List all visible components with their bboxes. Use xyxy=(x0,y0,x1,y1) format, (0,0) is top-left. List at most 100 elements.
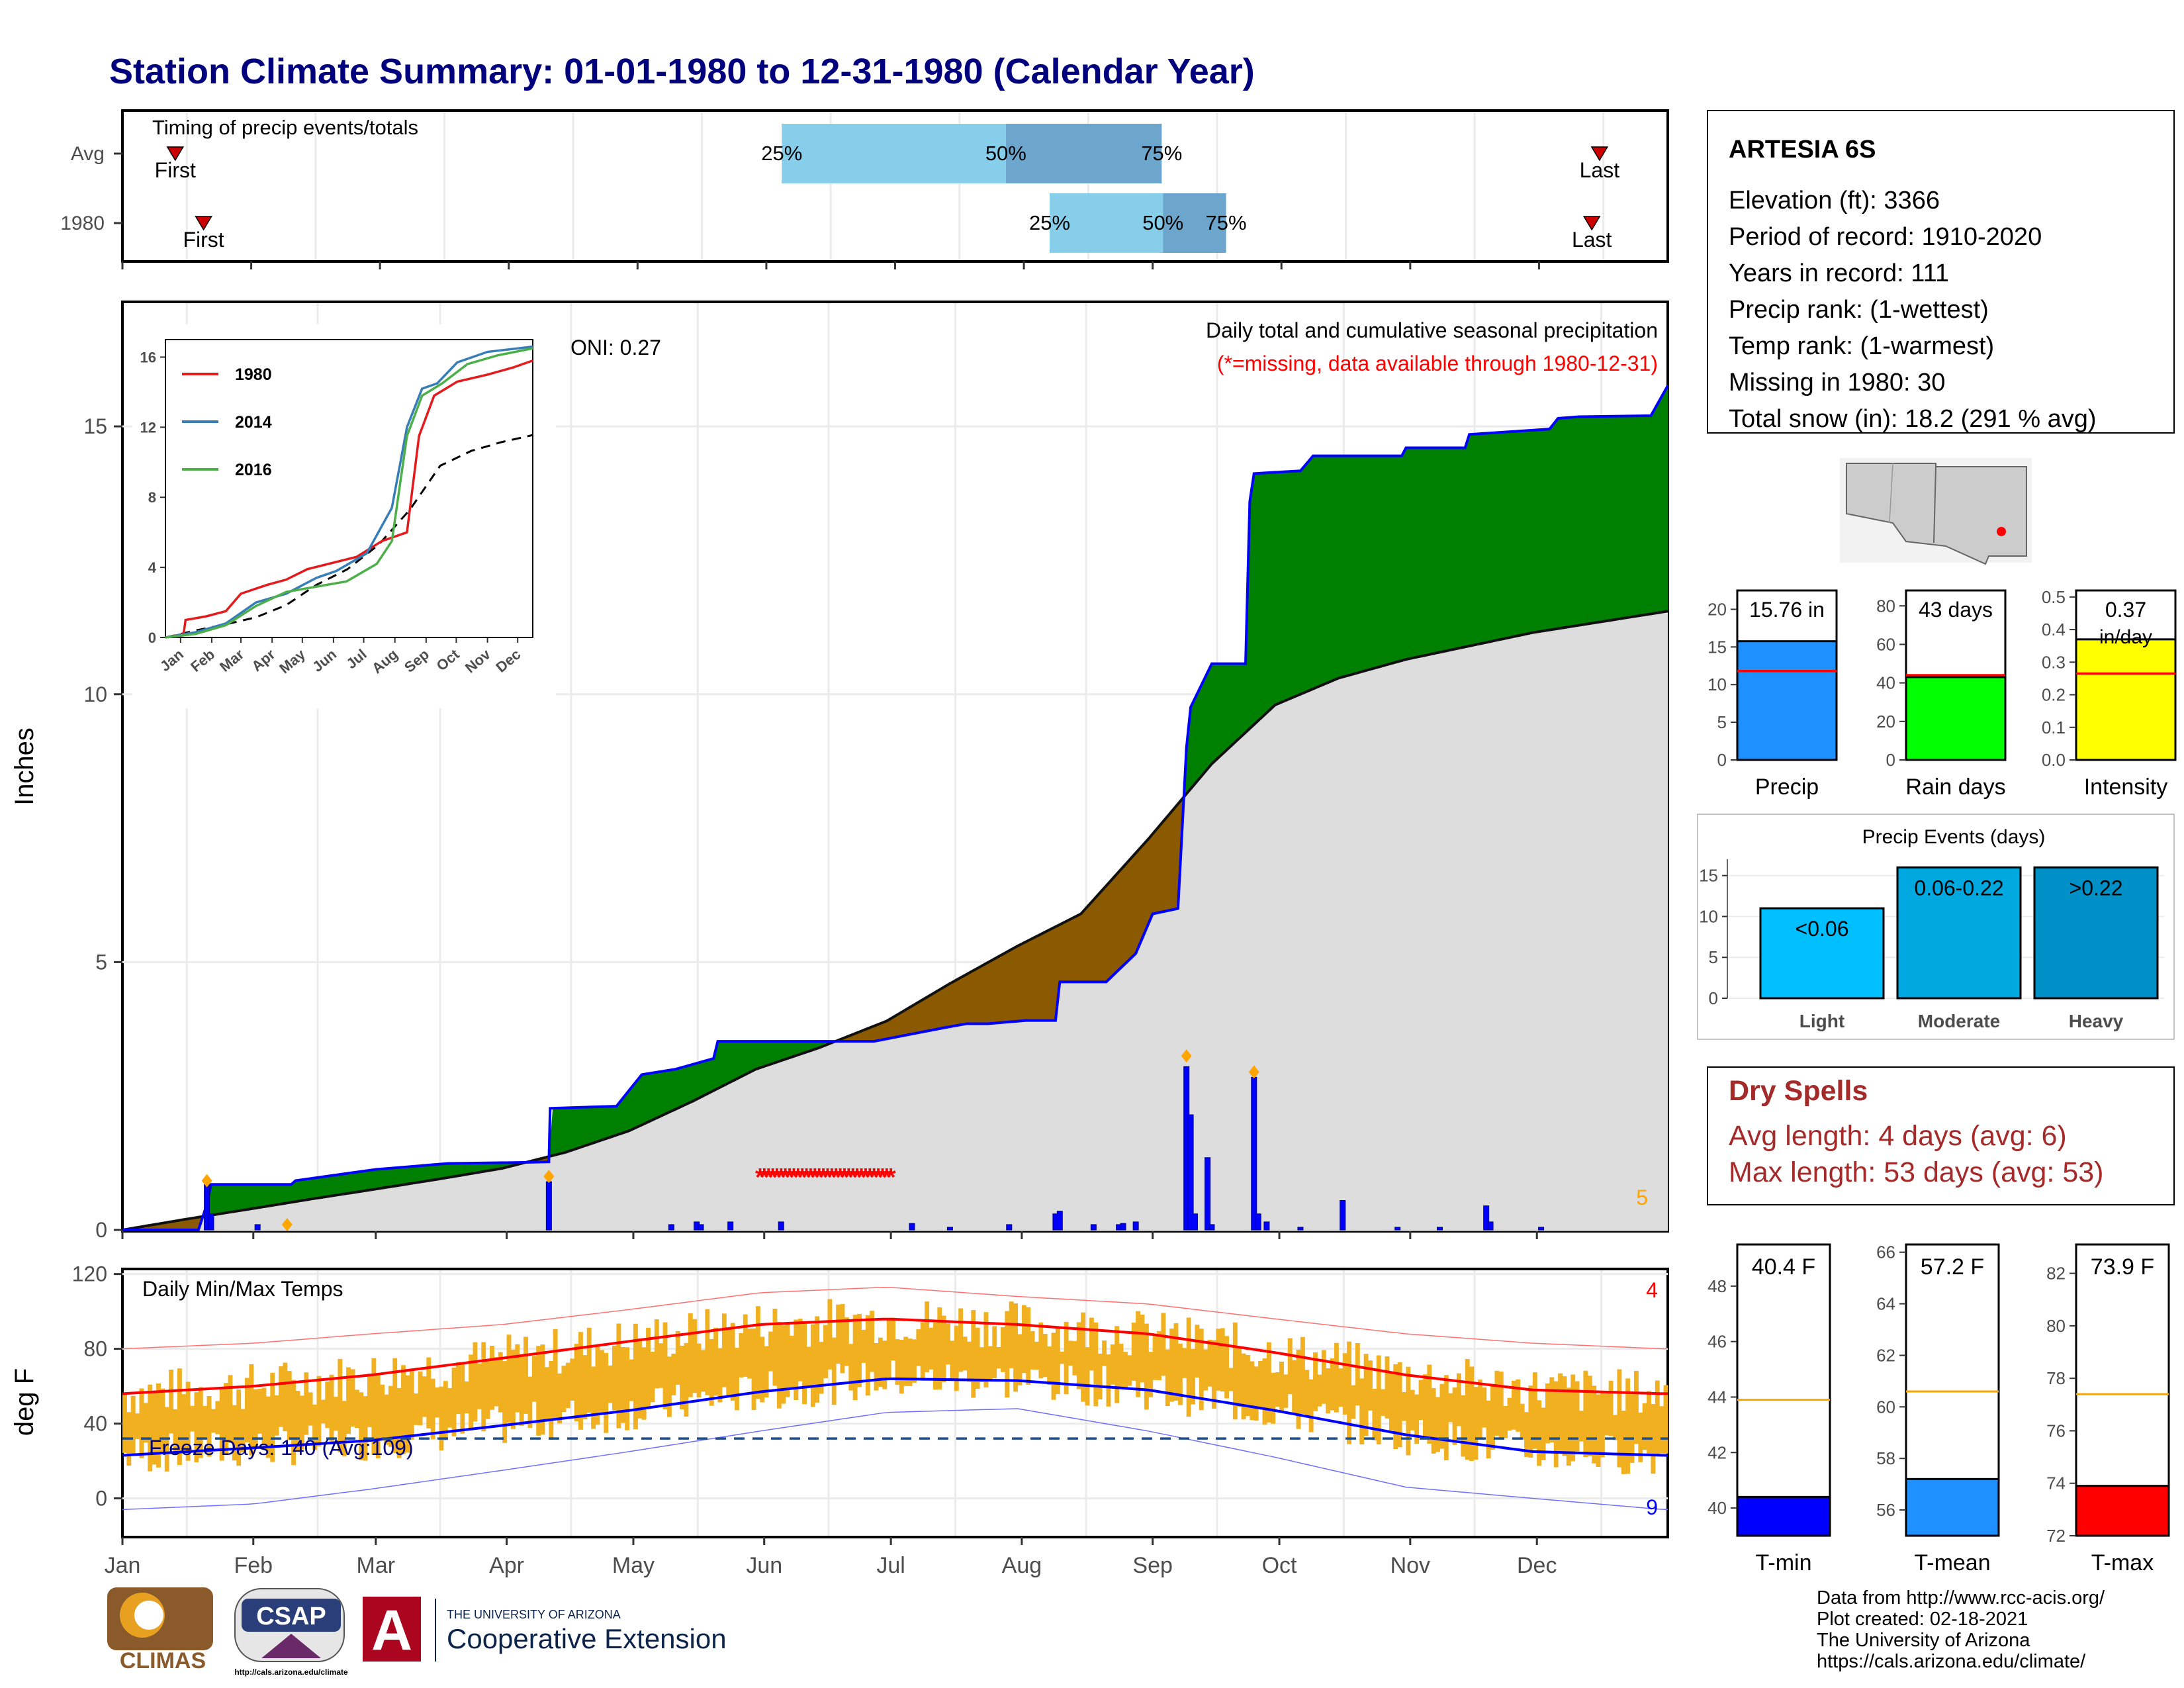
record-high-count: 4 xyxy=(1646,1278,1658,1302)
above-average-fill xyxy=(1591,416,1597,624)
daily-temp-range-bar xyxy=(1351,1385,1356,1419)
timing-last-marker xyxy=(1582,216,1601,231)
above-average-fill xyxy=(1612,416,1617,621)
above-average-fill xyxy=(1621,416,1626,620)
above-average-fill xyxy=(210,1184,216,1216)
map-state-border xyxy=(1933,466,1936,543)
daily-temp-range-bar xyxy=(1152,1334,1158,1380)
daily-temp-range-bar xyxy=(531,1356,537,1402)
daily-temp-range-bar xyxy=(1541,1407,1546,1460)
daily-temp-range-bar xyxy=(464,1381,469,1414)
daily-precip-bar xyxy=(1056,1211,1063,1231)
daily-temp-range-bar xyxy=(469,1354,474,1430)
daily-precip-bar xyxy=(1263,1221,1270,1231)
precip-events-title: Precip Events (days) xyxy=(1862,826,2046,848)
temp-summary-value: 73.9 F xyxy=(2091,1254,2154,1280)
temperature-panel: 0 40 80 120 Daily Min/Max Temps Freeze Days… xyxy=(10,1262,1669,1538)
inset-legend-label: 2016 xyxy=(235,461,272,479)
above-average-fill xyxy=(1304,459,1310,693)
precip-summary-tick-label: 0 xyxy=(1717,750,1727,770)
below-average-fill xyxy=(970,968,976,1024)
above-average-fill xyxy=(1578,416,1584,626)
daily-temp-range-bar xyxy=(713,1327,719,1396)
daily-temp-range-bar xyxy=(1177,1343,1183,1405)
missing-data-marker: * xyxy=(852,1164,862,1192)
daily-temp-range-bar xyxy=(620,1346,625,1423)
temp-summary-label: T-max xyxy=(2091,1550,2154,1575)
above-average-fill xyxy=(253,1184,258,1209)
below-average-fill xyxy=(983,962,989,1024)
above-average-fill xyxy=(1582,416,1588,626)
dry-spells-avg: Avg length: 4 days (avg: 6) xyxy=(1729,1120,2067,1152)
above-average-fill xyxy=(1473,433,1479,646)
university-logo: A THE UNIVERSITY OF ARIZONA Cooperative … xyxy=(363,1597,727,1662)
daily-temp-range-bar xyxy=(460,1362,465,1434)
above-average-fill xyxy=(1553,417,1559,630)
precip-summary-bar xyxy=(2075,638,2177,761)
above-average-fill xyxy=(629,1084,634,1132)
temp-summary-tick-label: 58 xyxy=(1876,1448,1895,1468)
daily-temp-range-bar xyxy=(979,1347,984,1382)
daily-temp-range-bar xyxy=(1097,1353,1103,1399)
above-average-fill xyxy=(443,1163,448,1179)
above-average-fill xyxy=(1426,447,1432,656)
daily-temp-range-bar xyxy=(291,1380,296,1466)
daily-temp-range-bar xyxy=(1250,1361,1255,1421)
daily-temp-range-bar xyxy=(709,1338,714,1406)
temp-summary-tick-label: 40 xyxy=(1707,1498,1727,1518)
daily-temp-range-bar xyxy=(190,1405,195,1432)
ua-logo-block xyxy=(363,1597,421,1662)
daily-temp-range-bar xyxy=(625,1347,630,1430)
above-average-fill xyxy=(747,1041,752,1074)
temp-y-tick-label: 0 xyxy=(95,1487,107,1511)
station-line-temp-rank: Temp rank: (1-warmest) xyxy=(1729,332,1994,360)
above-average-fill xyxy=(1655,399,1660,614)
above-average-fill xyxy=(345,1172,351,1194)
footer-credits: Data from http://www.rcc-acis.org/ Plot … xyxy=(1817,1587,2105,1672)
daily-temp-range-bar xyxy=(1579,1411,1584,1442)
daily-temp-range-bar xyxy=(359,1392,364,1460)
daily-temp-range-bar xyxy=(363,1396,368,1461)
daily-temp-range-bar xyxy=(1000,1327,1005,1372)
daily-temp-range-bar xyxy=(823,1325,828,1379)
precip-y-tick-label: 0 xyxy=(95,1218,107,1242)
above-average-fill xyxy=(1316,455,1322,688)
above-average-fill xyxy=(662,1070,668,1116)
daily-temp-range-bar xyxy=(194,1392,199,1462)
above-average-fill xyxy=(1646,415,1651,615)
daily-temp-range-bar xyxy=(312,1404,317,1450)
above-average-fill xyxy=(1418,447,1424,657)
daily-temp-range-bar xyxy=(515,1344,520,1413)
daily-temp-range-bar xyxy=(451,1368,457,1436)
temp-summary-tick-label: 44 xyxy=(1707,1387,1727,1407)
below-average-fill xyxy=(1051,926,1056,1021)
timing-first-marker xyxy=(166,146,185,162)
precip-summary-panels: 0 5 10 15 20 15.76 in Precip 0 20 40 60 80 43 days Ra… xyxy=(1707,587,2177,800)
below-average-fill xyxy=(1080,908,1086,982)
daily-temp-range-bar xyxy=(629,1359,634,1401)
daily-temp-range-bar xyxy=(604,1352,609,1433)
daily-temp-range-bar xyxy=(1169,1328,1175,1402)
daily-precip-bar xyxy=(1297,1227,1304,1231)
below-average-fill xyxy=(954,978,959,1027)
precip-y-tick-label: 10 xyxy=(83,682,107,706)
above-average-fill xyxy=(658,1070,664,1118)
inset-series-line xyxy=(165,345,533,639)
daily-temp-range-bar xyxy=(430,1378,435,1440)
daily-temp-range-bar xyxy=(1633,1371,1639,1444)
above-average-fill xyxy=(755,1041,760,1070)
daily-temp-range-bar xyxy=(1326,1368,1331,1414)
timing-pct-label: 75% xyxy=(1141,142,1182,165)
below-average-fill xyxy=(1156,823,1161,914)
daily-temp-range-bar xyxy=(772,1308,778,1386)
daily-temp-range-bar xyxy=(1528,1385,1533,1458)
below-average-fill xyxy=(903,1008,909,1037)
below-average-fill xyxy=(1013,945,1019,1022)
daily-temp-range-bar xyxy=(1287,1338,1293,1395)
daily-temp-range-bar xyxy=(135,1413,140,1439)
below-average-fill xyxy=(1021,941,1026,1021)
credit-line-data: Data from http://www.rcc-acis.org/ xyxy=(1817,1587,2105,1609)
daily-temp-range-bar xyxy=(1334,1342,1339,1413)
daily-temp-range-bar xyxy=(1613,1415,1617,1440)
daily-temp-range-bar xyxy=(1089,1317,1094,1371)
